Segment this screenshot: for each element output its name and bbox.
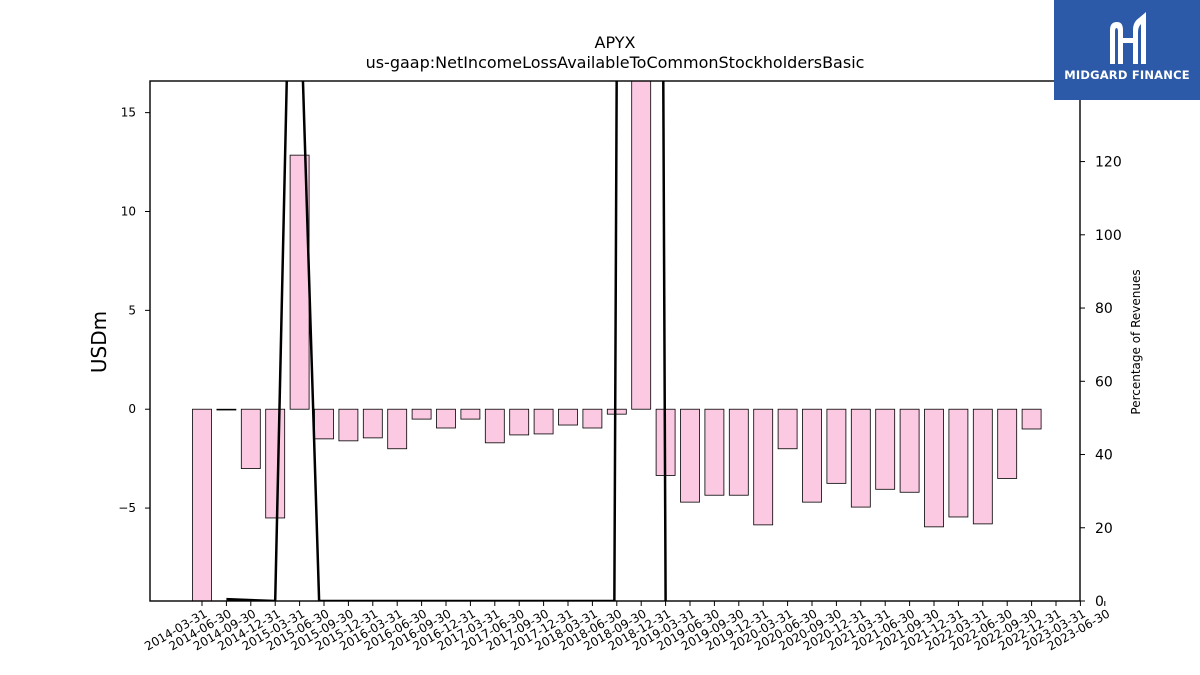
chart-subtitle: us-gaap:NetIncomeLossAvailableToCommonSt…	[366, 53, 865, 72]
brand-logo: MIDGARD FINANCE	[1054, 0, 1200, 100]
bar-2021-09-30	[924, 408, 944, 528]
bar-2020-06-30	[802, 408, 822, 503]
bar-2015-12-31	[362, 408, 383, 439]
bar-2020-12-31	[850, 408, 871, 508]
bar-2022-03-31	[972, 408, 993, 525]
y2-tick-label: 60	[1095, 374, 1113, 390]
bar-2017-06-30	[509, 408, 530, 436]
bar-2016-09-30	[436, 408, 456, 429]
bar-2019-09-30	[728, 408, 749, 496]
bar-2014-03-31	[192, 408, 212, 601]
bar-2022-06-30	[997, 408, 1018, 479]
y2-tick-label: 80	[1095, 301, 1113, 317]
bar-2021-06-30	[899, 408, 920, 493]
line-series-percentage	[226, 81, 667, 601]
bar-2015-09-30	[338, 408, 359, 442]
bar-2016-06-30	[411, 408, 432, 420]
bar-2022-09-30	[1021, 408, 1042, 430]
bar-2021-12-31	[948, 408, 969, 518]
bar-2015-06-30	[314, 408, 334, 440]
logo-text: MIDGARD FINANCE	[1064, 68, 1190, 82]
y-tick-label: −5	[118, 501, 136, 515]
x-axis: 2014-03-312014-06-302014-09-302014-12-31…	[142, 601, 1112, 653]
y2-tick-label: 100	[1095, 228, 1122, 244]
bar-2019-03-31	[680, 408, 700, 503]
bar-2019-12-31	[753, 408, 774, 526]
y2-tick-label: 120	[1095, 155, 1122, 171]
bar-2018-06-30	[606, 408, 627, 415]
bar-2014-12-31	[265, 408, 286, 519]
y-axis-label: USDm	[87, 311, 111, 373]
y-tick-label: 10	[121, 204, 136, 218]
bar-2014-06-30	[216, 408, 237, 411]
y-tick-label: 0	[128, 402, 136, 416]
midgard-logo-icon	[1110, 12, 1146, 64]
line-layer	[226, 81, 667, 601]
y-tick-label: 15	[121, 106, 136, 120]
bar-2017-09-30	[533, 408, 554, 435]
chart-title: APYX	[595, 33, 636, 52]
bar-2017-03-31	[484, 408, 505, 444]
bar-2016-12-31	[460, 408, 481, 420]
bar-2021-03-31	[875, 408, 896, 490]
bar-2014-09-30	[240, 408, 261, 469]
bar-2018-03-31	[582, 408, 603, 429]
y2-tick-label: 0	[1095, 594, 1104, 610]
bar-2018-09-30	[631, 81, 652, 410]
plot-area-frame	[149, 80, 1081, 602]
y-tick-label: 5	[128, 303, 136, 317]
y2-tick-label: 40	[1095, 448, 1113, 464]
y2-axis-label: Percentage of Revenues	[1129, 269, 1143, 414]
y-axis-left: −5 0 5 10 15	[118, 106, 150, 515]
bar-2019-06-30	[704, 408, 725, 496]
bar-2017-12-31	[558, 408, 578, 426]
bar-2020-09-30	[826, 408, 847, 484]
bar-2016-03-31	[387, 408, 408, 450]
y2-tick-label: 20	[1095, 521, 1113, 537]
y-axis-right: 0 20 40 60 80 100 120	[1080, 155, 1122, 610]
bar-2020-03-31	[777, 408, 798, 450]
